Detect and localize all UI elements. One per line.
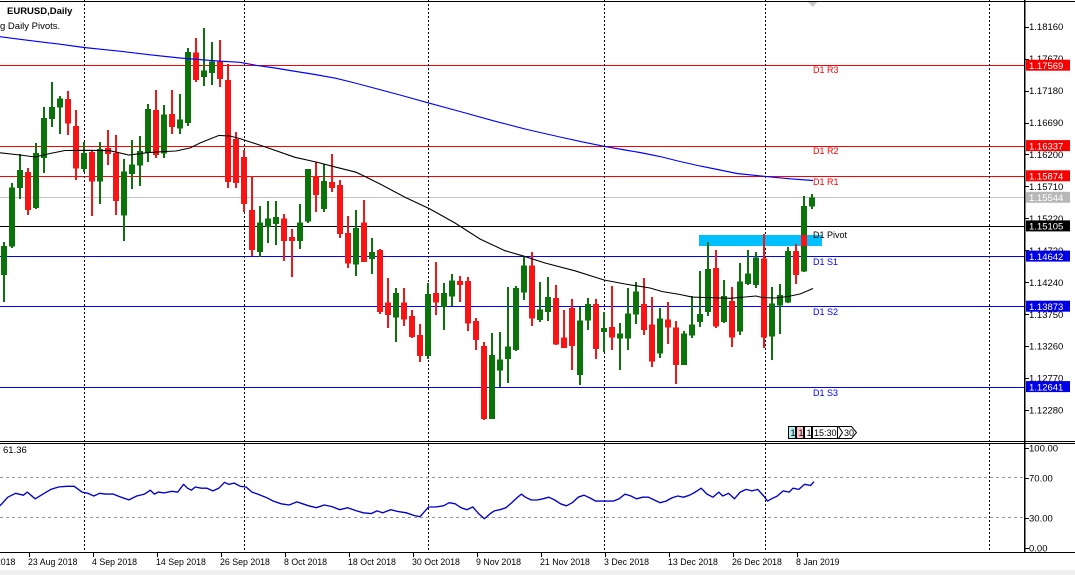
svg-text:8 Oct 2018: 8 Oct 2018: [284, 557, 327, 567]
svg-text:D1 S3: D1 S3: [813, 388, 838, 398]
svg-text:1.18160: 1.18160: [1029, 22, 1063, 33]
svg-text:14 Sep 2018: 14 Sep 2018: [156, 557, 206, 567]
svg-text:D1 R2: D1 R2: [813, 146, 839, 156]
svg-text:70.00: 70.00: [1029, 474, 1053, 485]
svg-text:1.12770: 1.12770: [1029, 374, 1063, 385]
svg-text:1.15220: 1.15220: [1029, 214, 1063, 225]
svg-text:9 Nov 2018: 9 Nov 2018: [476, 557, 521, 567]
svg-text:61.36: 61.36: [3, 445, 27, 456]
svg-text:1.17180: 1.17180: [1029, 86, 1063, 97]
svg-text:21 Nov 2018: 21 Nov 2018: [540, 557, 590, 567]
svg-text:1.14642: 1.14642: [1029, 252, 1063, 263]
svg-text:1.16690: 1.16690: [1029, 118, 1063, 129]
svg-text:D1 R3: D1 R3: [813, 65, 839, 75]
svg-text:D1 R1: D1 R1: [813, 177, 839, 187]
svg-text:D1 S2: D1 S2: [813, 307, 838, 317]
svg-text:1.14240: 1.14240: [1029, 278, 1063, 289]
svg-text:EURUSD,Daily: EURUSD,Daily: [7, 6, 73, 17]
svg-text:30 Oct 2018: 30 Oct 2018: [412, 557, 460, 567]
svg-text:23 Aug 2018: 23 Aug 2018: [28, 557, 78, 567]
svg-text:1.16200: 1.16200: [1029, 150, 1063, 161]
svg-text:15:30: 15:30: [814, 428, 837, 438]
svg-text:D1 Pivot: D1 Pivot: [813, 230, 848, 240]
svg-text:1.13750: 1.13750: [1029, 310, 1063, 321]
svg-text:4 Sep 2018: 4 Sep 2018: [92, 557, 137, 567]
svg-text:1.15544: 1.15544: [1029, 193, 1063, 204]
svg-text:0.00: 0.00: [1029, 544, 1048, 555]
svg-text:1.15710: 1.15710: [1029, 182, 1063, 193]
svg-text:8 Jan 2019: 8 Jan 2019: [796, 557, 840, 567]
svg-text:g Daily Pivots.: g Daily Pivots.: [0, 21, 60, 32]
svg-text:26 Sep 2018: 26 Sep 2018: [220, 557, 270, 567]
svg-text:16 Aug 2018: 16 Aug 2018: [0, 557, 16, 567]
svg-text:1: 1: [791, 428, 796, 438]
svg-text:1.15874: 1.15874: [1029, 172, 1063, 183]
svg-text:30: 30: [844, 428, 854, 438]
svg-text:18 Oct 2018: 18 Oct 2018: [348, 557, 396, 567]
svg-text:1.12280: 1.12280: [1029, 406, 1063, 417]
svg-text:1.16337: 1.16337: [1029, 141, 1063, 152]
svg-text:30.00: 30.00: [1029, 514, 1053, 525]
svg-text:1.17670: 1.17670: [1029, 54, 1063, 65]
svg-text:1.17569: 1.17569: [1029, 61, 1063, 72]
svg-text:3 Dec 2018: 3 Dec 2018: [604, 557, 649, 567]
svg-text:1: 1: [807, 428, 812, 438]
svg-text:100.00: 100.00: [1029, 444, 1058, 455]
svg-text:D1 S1: D1 S1: [813, 257, 838, 267]
svg-text:1.13873: 1.13873: [1029, 302, 1063, 313]
svg-text:1.12641: 1.12641: [1029, 382, 1063, 393]
svg-text:13 Dec 2018: 13 Dec 2018: [668, 557, 718, 567]
svg-text:1.15105: 1.15105: [1029, 222, 1063, 233]
svg-text:1: 1: [799, 428, 804, 438]
svg-text:26 Dec 2018: 26 Dec 2018: [732, 557, 782, 567]
svg-text:1.13260: 1.13260: [1029, 342, 1063, 353]
